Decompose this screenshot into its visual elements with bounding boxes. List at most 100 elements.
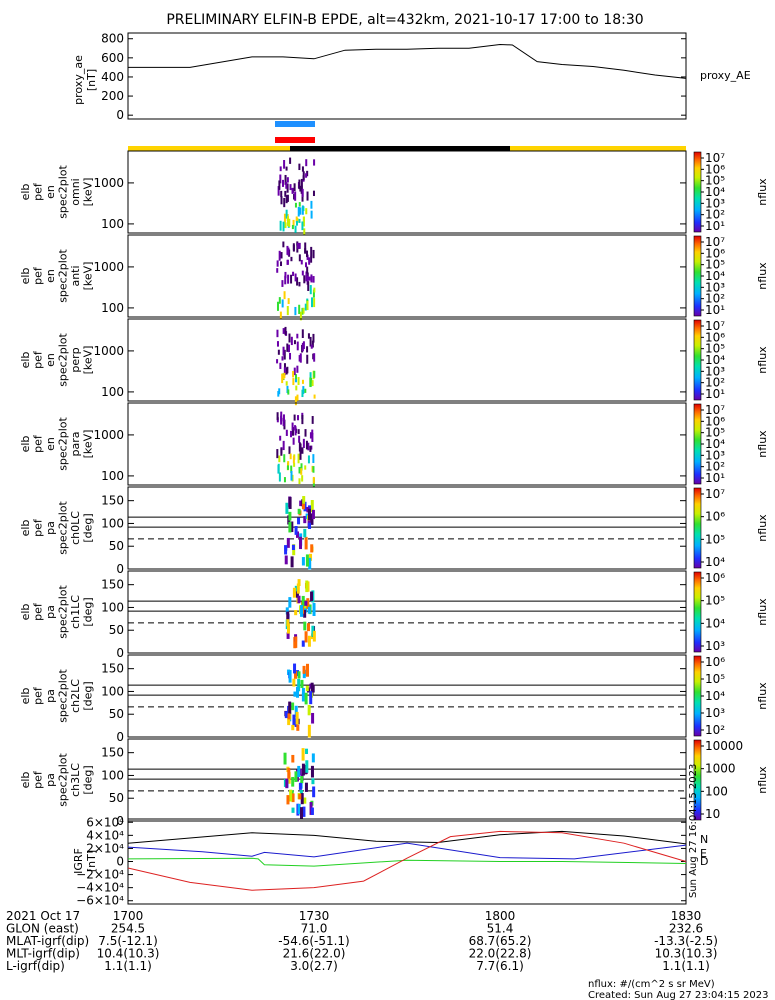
spectrogram-cell: [313, 394, 316, 399]
spectrogram-cell: [286, 259, 289, 265]
panel-ylabel-line: spec2plot: [57, 417, 70, 471]
panel-ylabel-line: pef: [32, 182, 45, 201]
spectrogram-cell: [302, 307, 305, 314]
spectrogram-cell: [278, 388, 281, 395]
colorbar-7: 10000 1000 100 10 nflux: [693, 739, 769, 821]
colorbar-label: 10⁶: [705, 246, 725, 260]
spectrogram-cell: [301, 557, 305, 566]
spectrogram-cell: [307, 724, 311, 738]
panel-ylabel-line: anti: [69, 265, 82, 286]
spectrogram-cell: [312, 454, 315, 463]
panel-ylabel-line: elb: [19, 352, 32, 369]
footer-row-value: 1800: [485, 909, 516, 923]
spectrogram-cell: [307, 442, 310, 451]
spectrogram-cell: [301, 640, 305, 647]
panel-frame: [127, 486, 687, 570]
colorbar-label: 10¹: [705, 471, 725, 485]
spectrogram-cell: [284, 555, 288, 565]
colorbar-label: 10⁵: [705, 672, 725, 686]
spectrogram-cell: [281, 356, 284, 361]
spectrogram-cell: [311, 297, 314, 308]
spectrogram-cell: [284, 545, 288, 551]
spectrogram-cell: [294, 585, 298, 594]
spectrogram-cell: [307, 606, 311, 614]
spectrogram-cell: [308, 522, 312, 529]
igrf-series-total: [127, 830, 687, 891]
panel-ylabel-line: ch1LC: [69, 595, 82, 629]
spectrogram-cell: [294, 636, 298, 648]
pitch-tick-label: 150: [101, 494, 124, 508]
spectrogram-cell: [299, 789, 303, 796]
pitch-tick-label: 100: [101, 600, 124, 614]
spectrogram-cell: [295, 385, 298, 391]
panel-ylabel-line: pa: [44, 773, 57, 787]
spectrogram-cell: [286, 623, 290, 634]
spectrogram-cell: [292, 678, 296, 687]
spectrogram-cell: [312, 289, 315, 298]
panel-ylabel-line: spec2plot: [57, 165, 70, 219]
spectrogram-cell: [296, 277, 299, 286]
colorbar-label: 10¹: [705, 219, 725, 233]
spectrogram-cell: [298, 254, 301, 262]
spectrogram-cell: [304, 242, 307, 253]
colorbar-label: 10⁶: [705, 330, 725, 344]
colorbar-unit: nflux: [756, 514, 769, 542]
colorbar-label: 10000: [705, 739, 743, 753]
spectrogram-cell: [305, 208, 308, 215]
pitch-tick-label: 150: [101, 746, 124, 760]
spectrogram-cell: [313, 370, 316, 378]
panel-ylabel-line: elb: [19, 268, 32, 285]
spectrogram-cell: [310, 344, 313, 349]
footer-row-value: -13.3(-2.5): [654, 934, 718, 948]
spectrogram-cell: [276, 329, 279, 338]
spectrogram-cell: [292, 714, 296, 726]
pitch-tick-label: 100: [101, 768, 124, 782]
pitch-panel-1: elb pef pa spec2plot ch1LC [deg] 150 100 50 0: [19, 570, 687, 660]
spectrogram-cell: [301, 188, 304, 197]
igrf-legend-n: N: [700, 833, 708, 846]
spectrogram-cell: [283, 363, 286, 368]
colorbar-label: 10²: [705, 723, 725, 737]
spectrogram-cell: [311, 416, 314, 424]
spectrogram-cell: [298, 466, 301, 474]
igrf-tick-label: 0: [116, 855, 124, 869]
spectrogram-cell: [310, 256, 313, 263]
spectrogram-cell: [306, 275, 309, 285]
spectrogram-cell: [287, 344, 290, 353]
spectrogram-cell: [276, 260, 279, 267]
spectrogram-cell: [288, 597, 292, 608]
spectrogram-cell: [312, 333, 315, 343]
spectrogram-cell: [298, 202, 301, 207]
spectrogram-cell: [294, 396, 297, 406]
spectrogram-cell: [278, 250, 281, 261]
colorbar-label: 10: [705, 807, 720, 821]
ae-tick-label: 800: [101, 32, 124, 46]
spectrogram-cell: [285, 607, 289, 615]
spectrogram-cell: [301, 221, 304, 231]
spectrogram-cell: [281, 299, 284, 308]
colorbar-label: 10⁵: [705, 174, 725, 188]
energy-tick-label: 1000: [93, 344, 124, 358]
energy-panel-3: elb pef en spec2plot para [keV]1000 100: [19, 402, 687, 488]
spectrogram-cell: [300, 604, 304, 617]
spectrogram-cell: [298, 478, 301, 484]
spectrogram-cell: [309, 691, 313, 705]
pitch-panel-0: elb pef pa spec2plot ch0LC [deg] 150 100 50 0: [19, 486, 687, 576]
panel-ylabel-line: pef: [32, 434, 45, 453]
colorbar-unit: nflux: [756, 346, 769, 374]
spectrogram-cell: [287, 274, 290, 284]
igrf-series-N: [127, 830, 687, 845]
spectrogram-cell: [291, 427, 294, 436]
panel-ylabel-line: [keV]: [82, 178, 95, 207]
colorbar-gradient: [693, 403, 702, 485]
panel-ylabel-line: [keV]: [82, 346, 95, 375]
pitch-tick-label: 150: [101, 578, 124, 592]
spectrogram-cell: [311, 778, 315, 785]
spectrogram-cell: [295, 216, 298, 223]
spectrogram-cell: [302, 206, 305, 212]
